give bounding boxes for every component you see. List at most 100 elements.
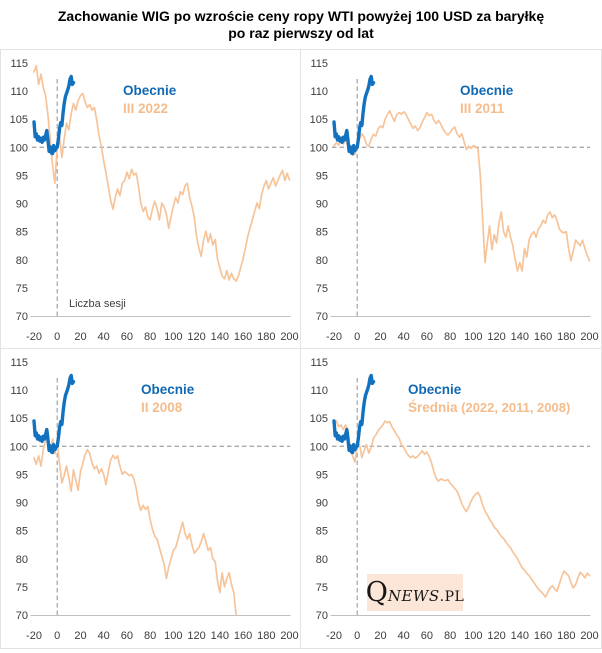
chart-svg-0: 115 110 105 100 95 90 85 80 75 70 -20 0 20 40 60 80 100 1… (10, 58, 299, 343)
x-tick-label: 0 (354, 630, 360, 642)
x-tick-label: 80 (144, 630, 156, 642)
x-tick-label: 100 (464, 630, 482, 642)
series-obecnie-line (332, 74, 376, 156)
y-tick-label: 70 (16, 311, 28, 323)
qnews-logo-pl: .PL (439, 589, 465, 605)
y-tick-label: 75 (316, 582, 328, 594)
y-tick-label: 70 (16, 610, 28, 622)
x-tick-label: 120 (487, 331, 505, 343)
x-tick-label: 200 (580, 331, 598, 343)
y-tick-label: 110 (10, 86, 28, 98)
y-tick-label: 75 (16, 283, 28, 295)
figure-title-line2: po raz pierwszy od lat (228, 25, 374, 41)
y-tick-label: 90 (16, 498, 28, 510)
x-tick-label: 200 (580, 630, 598, 642)
x-tick-label: 200 (280, 331, 298, 343)
legend-period-years: (2022, 2011, 2008) (458, 400, 571, 415)
x-tick-label: 140 (511, 331, 529, 343)
x-tick-label: 100 (464, 331, 482, 343)
y-tick-label: 100 (10, 142, 28, 154)
figure-title: Zachowanie WIG po wzroście ceny ropy WTI… (0, 0, 602, 42)
x-tick-label: 120 (187, 630, 205, 642)
x-tick-label: 40 (398, 630, 410, 642)
y-tick-label: 105 (10, 413, 28, 425)
series-period-line (33, 434, 237, 616)
y-tick-label: 75 (16, 582, 28, 594)
x-tick-label: 80 (444, 630, 456, 642)
y-tick-label: 115 (310, 58, 328, 70)
y-tick-label: 80 (16, 554, 28, 566)
series-period-line (333, 109, 591, 272)
chart-svg-1: 115 110 105 100 95 90 85 80 75 70 -20 0 20 40 60 80 100 1… (310, 58, 599, 343)
x-tick-label: -20 (26, 331, 42, 343)
qnews-logo-news: NEWS (387, 587, 440, 605)
x-tick-label: 140 (211, 630, 229, 642)
y-tick-label: 80 (316, 554, 328, 566)
x-tick-label: 80 (144, 331, 156, 343)
y-tick-label: 90 (316, 498, 328, 510)
x-tick-label: 60 (121, 331, 133, 343)
x-axis-note: Liczba sesji (69, 298, 126, 310)
legend-period-name: Średnia (408, 400, 458, 415)
y-tick-label: 70 (316, 311, 328, 323)
qnews-logo: Q NEWS .PL (366, 574, 465, 611)
y-tick-label: 105 (310, 114, 328, 126)
legend-period-label: II 2008 (141, 400, 183, 415)
legend-period-name: II 2008 (141, 400, 183, 415)
y-tick-label: 110 (310, 86, 328, 98)
y-tick-label: 110 (310, 385, 328, 397)
x-tick-label: 180 (257, 630, 275, 642)
chart-svg-2: 115 110 105 100 95 90 85 80 75 70 -20 0 20 40 60 80 100 1… (10, 357, 299, 642)
x-tick-label: 0 (54, 630, 60, 642)
chart-svg-3: 115 110 105 100 95 90 85 80 75 70 -20 0 20 40 60 80 100 1… (310, 357, 599, 642)
x-tick-label: 180 (557, 331, 575, 343)
y-tick-label: 105 (10, 114, 28, 126)
x-tick-label: 100 (164, 331, 182, 343)
legend-obecnie-label: Obecnie (123, 83, 177, 98)
y-tick-label: 85 (316, 526, 328, 538)
x-tick-label: 0 (354, 331, 360, 343)
x-tick-label: 40 (398, 331, 410, 343)
x-tick-label: 120 (487, 630, 505, 642)
y-tick-label: 100 (310, 142, 328, 154)
series-period-line (333, 420, 591, 598)
series-obecnie-line (332, 373, 376, 455)
legend-period-label: Średnia (2022, 2011, 2008) (408, 400, 570, 415)
x-tick-label: 100 (164, 630, 182, 642)
y-tick-label: 70 (316, 610, 328, 622)
x-tick-label: 20 (374, 630, 386, 642)
figure-title-line1: Zachowanie WIG po wzroście ceny ropy WTI… (57, 8, 545, 24)
x-tick-label: 160 (234, 331, 252, 343)
y-tick-label: 110 (10, 385, 28, 397)
chart-panel-iii-2011: 115 110 105 100 95 90 85 80 75 70 -20 0 20 40 60 80 100 1… (301, 49, 602, 349)
y-tick-label: 90 (316, 199, 328, 211)
x-tick-label: 180 (557, 630, 575, 642)
x-tick-label: 120 (187, 331, 205, 343)
y-tick-label: 90 (16, 199, 28, 211)
chart-panel-iii-2022: 115 110 105 100 95 90 85 80 75 70 -20 0 20 40 60 80 100 1… (0, 49, 301, 349)
x-tick-label: 140 (211, 331, 229, 343)
chart-panel-srednia: 115 110 105 100 95 90 85 80 75 70 -20 0 20 40 60 80 100 1… (301, 349, 602, 649)
y-tick-label: 85 (316, 227, 328, 239)
legend-period-name: III 2022 (123, 101, 168, 116)
chart-panel-ii-2008: 115 110 105 100 95 90 85 80 75 70 -20 0 20 40 60 80 100 1… (0, 349, 301, 649)
y-tick-label: 100 (310, 441, 328, 453)
x-tick-label: 160 (534, 630, 552, 642)
x-tick-label: 200 (280, 630, 298, 642)
legend-obecnie-label: Obecnie (460, 83, 514, 98)
x-tick-label: 180 (257, 331, 275, 343)
y-tick-label: 95 (316, 469, 328, 481)
legend-period-name: III 2011 (460, 101, 505, 116)
series-period-line (33, 64, 291, 282)
x-tick-label: -20 (26, 630, 42, 642)
x-tick-label: 40 (98, 331, 110, 343)
y-tick-label: 80 (316, 255, 328, 267)
y-tick-label: 95 (316, 170, 328, 182)
y-tick-label: 80 (16, 255, 28, 267)
y-tick-label: 85 (16, 227, 28, 239)
x-tick-label: 0 (54, 331, 60, 343)
y-tick-label: 115 (10, 357, 28, 369)
x-tick-label: 160 (534, 331, 552, 343)
y-tick-label: 75 (316, 283, 328, 295)
x-tick-label: -20 (326, 331, 342, 343)
